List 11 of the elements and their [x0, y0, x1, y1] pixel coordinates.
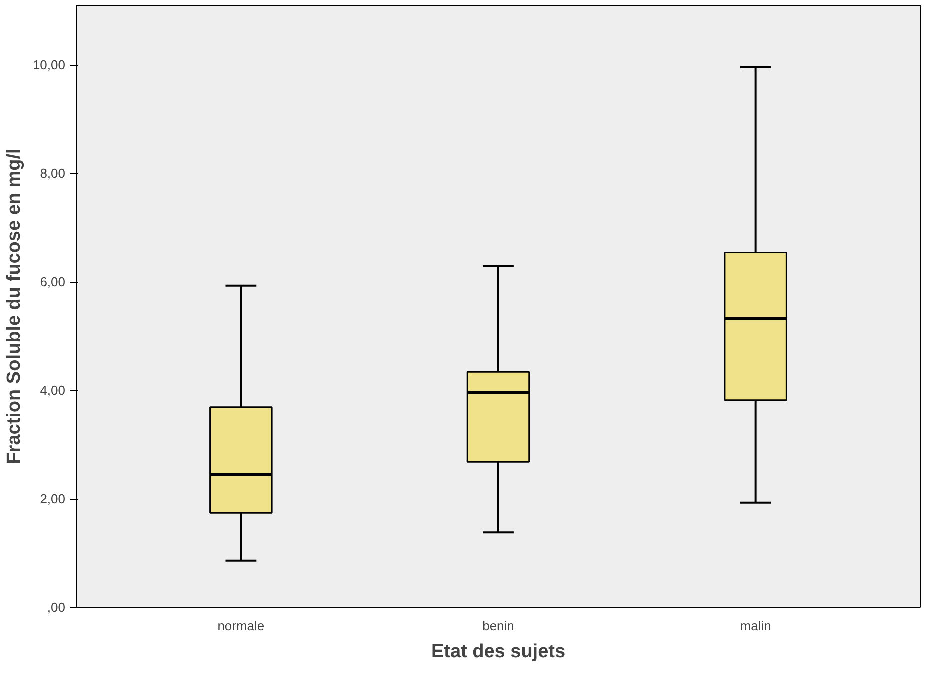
y-tick-label: ,00 [47, 600, 66, 615]
y-tick-label: 4,00 [40, 383, 66, 398]
x-tick-label: benin [482, 618, 514, 634]
y-tick-label: 6,00 [40, 274, 66, 290]
y-tick-label: 10,00 [32, 58, 66, 73]
x-axis-title: Etat des sujets [431, 642, 566, 662]
x-tick-label: malin [740, 618, 772, 634]
y-tick-label: 2,00 [40, 492, 66, 507]
y-axis-title: Fraction Soluble du fucose en mg/l [4, 148, 25, 464]
x-tick-label: normale [218, 618, 265, 634]
y-tick-label: 8,00 [40, 166, 66, 182]
